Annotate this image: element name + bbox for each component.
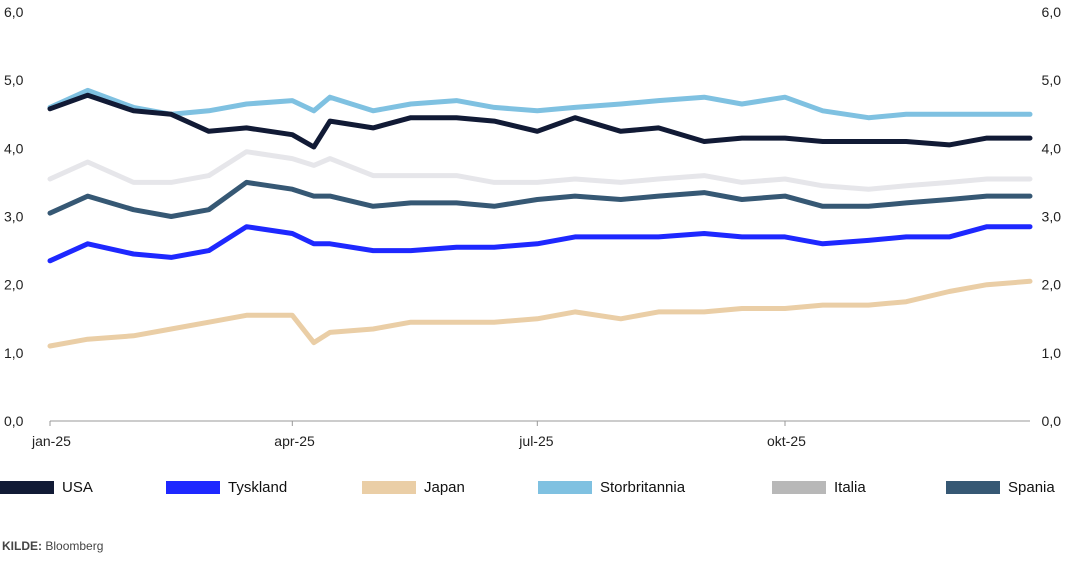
- y-tick-label-left: 6,0: [4, 4, 24, 20]
- y-tick-label-right: 2,0: [1042, 277, 1062, 293]
- y-tick-label-left: 2,0: [4, 277, 24, 293]
- y-tick-label-right: 5,0: [1042, 72, 1062, 88]
- y-tick-label-left: 5,0: [4, 72, 24, 88]
- legend-swatch: [0, 481, 54, 494]
- legend-item-usa: USA: [0, 479, 93, 496]
- source-label: KILDE:: [2, 539, 42, 553]
- legend-swatch: [946, 481, 1000, 494]
- legend-label: Italia: [834, 479, 866, 496]
- legend-swatch: [166, 481, 220, 494]
- legend-item-spania: Spania: [946, 479, 1055, 496]
- y-tick-label-left: 1,0: [4, 345, 24, 361]
- series-line-spania: [47, 179, 1033, 219]
- series-line-storbritannia: [47, 87, 1033, 121]
- legend-label: Storbritannia: [600, 479, 686, 496]
- source-note: KILDE: Bloomberg: [2, 539, 103, 553]
- y-tick-label-right: 6,0: [1042, 4, 1062, 20]
- legend-label: Spania: [1008, 479, 1055, 496]
- y-tick-label-left: 0,0: [4, 413, 24, 429]
- y-tick-label-left: 3,0: [4, 209, 24, 225]
- legend-item-japan: Japan: [362, 479, 465, 496]
- legend: USA Tyskland Japan Storbritannia Italia …: [0, 479, 1065, 499]
- y-tick-label-left: 4,0: [4, 140, 24, 156]
- series-line-usa: [47, 92, 1033, 150]
- legend-label: Japan: [424, 479, 465, 496]
- y-tick-label-right: 4,0: [1042, 140, 1062, 156]
- legend-label: Tyskland: [228, 479, 288, 496]
- legend-item-italia: Italia: [772, 479, 866, 496]
- legend-item-tyskland: Tyskland: [166, 479, 287, 496]
- x-tick-label: jul-25: [518, 433, 553, 449]
- y-tick-label-right: 3,0: [1042, 209, 1062, 225]
- series-line-japan: [47, 278, 1033, 349]
- x-tick-label: jan-25: [31, 433, 71, 449]
- legend-swatch: [538, 481, 592, 494]
- chart: 0,0 0,0 1,0 1,0 2,0 2,0 3,0 3,0 4,0 4,0 5,0 5,0 6,0 6…: [4, 4, 1062, 449]
- legend-swatch: [362, 481, 416, 494]
- y-tick-label-right: 1,0: [1042, 345, 1062, 361]
- legend-label: USA: [62, 479, 93, 496]
- source-text: Bloomberg: [45, 539, 104, 553]
- series-line-italia: [47, 149, 1033, 192]
- legend-swatch: [772, 481, 826, 494]
- legend-item-storbritannia: Storbritannia: [538, 479, 685, 496]
- series-line-tyskland: [47, 224, 1033, 264]
- y-tick-label-right: 0,0: [1042, 413, 1062, 429]
- x-tick-label: apr-25: [274, 433, 315, 449]
- x-tick-label: okt-25: [767, 433, 806, 449]
